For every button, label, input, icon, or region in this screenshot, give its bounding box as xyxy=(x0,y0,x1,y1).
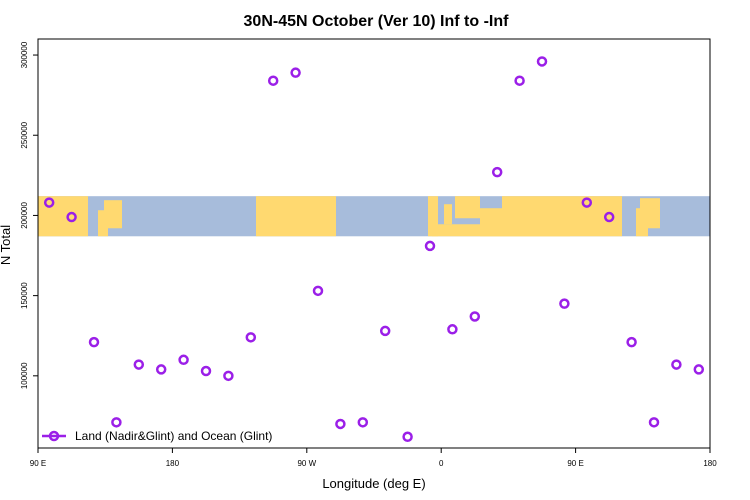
map-land xyxy=(480,208,502,237)
data-point xyxy=(671,359,682,370)
data-point xyxy=(200,365,212,377)
data-point xyxy=(648,417,660,428)
data-point xyxy=(536,56,548,67)
y-tick-label: 300000 xyxy=(20,41,29,68)
world-map-band xyxy=(38,196,710,237)
data-point xyxy=(133,359,145,370)
data-point xyxy=(88,336,100,348)
chart-title: 30N-45N October (Ver 10) Inf to -Inf xyxy=(244,13,510,30)
data-point xyxy=(335,418,346,430)
data-point xyxy=(223,370,234,382)
x-axis: 90 E 180 90 W 0 90 E 180 xyxy=(30,448,717,468)
map-land xyxy=(428,196,438,237)
y-tick-label: 250000 xyxy=(20,121,29,148)
data-point xyxy=(312,285,324,297)
legend-label: Land (Nadir&Glint) and Ocean (Glint) xyxy=(75,429,272,443)
x-tick-label: 90 W xyxy=(297,459,316,468)
data-point xyxy=(581,197,593,208)
data-point xyxy=(245,332,257,343)
data-points xyxy=(43,56,705,443)
data-point xyxy=(603,211,615,223)
map-land xyxy=(502,196,590,237)
map-land xyxy=(444,204,452,225)
x-tick-label: 180 xyxy=(166,459,180,468)
data-point xyxy=(290,67,301,78)
data-point xyxy=(111,417,122,428)
map-land xyxy=(256,196,336,237)
data-point xyxy=(491,166,503,178)
data-point xyxy=(379,325,391,337)
y-axis-title: N Total xyxy=(0,225,13,265)
data-point xyxy=(514,75,525,86)
data-point xyxy=(267,75,279,86)
data-point xyxy=(66,211,77,223)
map-land xyxy=(640,198,660,229)
legend: Land (Nadir&Glint) and Ocean (Glint) xyxy=(42,429,272,443)
y-axis: 100000 150000 200000 250000 300000 xyxy=(20,41,38,389)
y-tick-label: 200000 xyxy=(20,202,29,229)
map-land xyxy=(104,200,122,229)
x-tick-label: 90 E xyxy=(567,459,583,468)
data-point xyxy=(424,240,436,252)
y-tick-label: 100000 xyxy=(20,362,29,389)
x-tick-label: 90 E xyxy=(30,459,46,468)
data-point xyxy=(155,364,167,375)
data-point xyxy=(447,324,458,335)
legend-marker xyxy=(48,430,60,442)
data-point xyxy=(626,336,637,348)
data-point xyxy=(402,431,413,443)
data-point xyxy=(178,354,189,366)
data-point xyxy=(559,298,570,309)
data-point xyxy=(357,417,369,428)
data-point xyxy=(693,364,705,375)
x-axis-title: Longitude (deg E) xyxy=(322,476,425,491)
y-tick-label: 150000 xyxy=(20,282,29,309)
x-tick-label: 0 xyxy=(439,459,444,468)
data-point xyxy=(469,311,481,322)
plot-frame xyxy=(37,38,711,449)
data-point xyxy=(43,197,55,208)
map-land xyxy=(98,210,108,237)
x-tick-label: 180 xyxy=(703,459,717,468)
map-land xyxy=(455,196,480,219)
